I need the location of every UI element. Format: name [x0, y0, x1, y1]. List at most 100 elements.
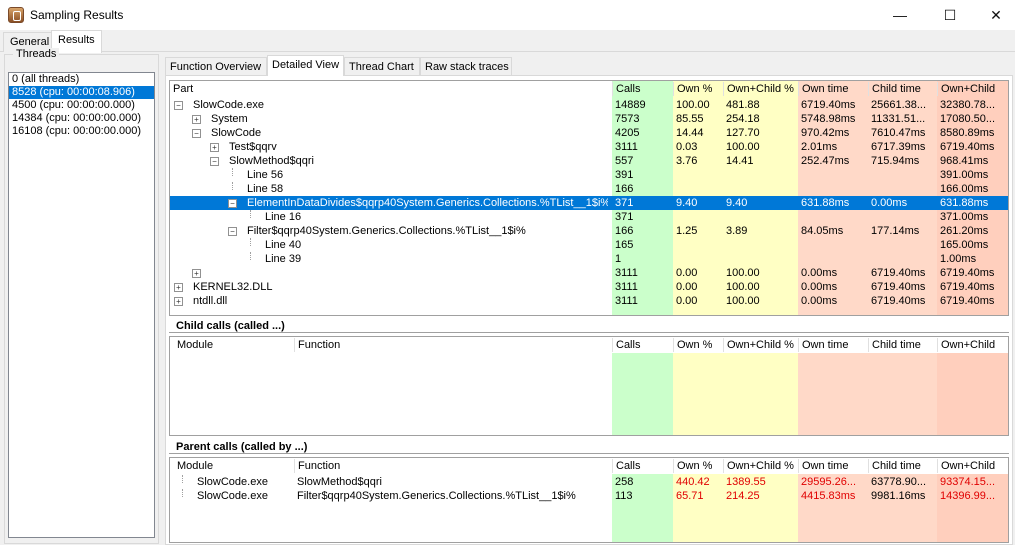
- call-tree-grid[interactable]: Part Calls Own % Own+Child % Own time Ch…: [169, 80, 1009, 316]
- tree-row[interactable]: Line 58 166 166.00ms: [170, 182, 1008, 196]
- tab-thread-chart[interactable]: Thread Chart: [344, 57, 420, 76]
- tree-label: [208, 266, 608, 280]
- own-child-cell: 631.88ms: [940, 197, 989, 209]
- header-own-child[interactable]: Own+Child: [937, 459, 995, 473]
- own-child-cell: 391.00ms: [940, 169, 989, 181]
- function-cell: SlowMethod$qqri: [297, 476, 382, 488]
- minimize-button[interactable]: —: [893, 7, 907, 23]
- own-child-cell: 166.00ms: [940, 183, 989, 195]
- header-own-time[interactable]: Own time: [798, 459, 848, 473]
- parent-calls-title: Parent calls (called by ...): [176, 441, 308, 453]
- collapse-icon[interactable]: −: [228, 199, 237, 208]
- thread-item[interactable]: 16108 (cpu: 00:00:00.000): [12, 125, 142, 137]
- tab-results[interactable]: Results: [51, 30, 102, 53]
- header-own-pct[interactable]: Own %: [673, 338, 712, 352]
- header-child-time[interactable]: Child time: [868, 82, 921, 96]
- header-calls[interactable]: Calls: [612, 338, 640, 352]
- tree-connector: [250, 238, 251, 246]
- parent-call-row[interactable]: SlowCode.exe Filter$qqrp40System.Generics…: [170, 489, 1008, 503]
- thread-item[interactable]: 14384 (cpu: 00:00:00.000): [12, 112, 142, 124]
- own-pct-cell: 65.71: [676, 490, 704, 502]
- tree-row[interactable]: + ntdll.dll 3111 0.00 100.00 0.00ms 6719.40ms 6…: [170, 294, 1008, 308]
- thread-item[interactable]: 8528 (cpu: 00:00:08.906): [9, 86, 154, 99]
- own-time-cell: [798, 182, 801, 196]
- calls-cell: 3111: [615, 267, 638, 279]
- header-part[interactable]: Part: [173, 83, 194, 95]
- header-own-time[interactable]: Own time: [798, 338, 848, 352]
- child-time-cell: 63778.90...: [871, 476, 927, 488]
- tree-row[interactable]: − SlowCode.exe 14889 100.00 481.88 6719.40ms 2…: [170, 98, 1008, 112]
- collapse-icon[interactable]: −: [228, 227, 237, 236]
- header-own-child-pct[interactable]: Own+Child %: [723, 82, 794, 96]
- own-time-cell: 0.00ms: [801, 281, 838, 293]
- tree-connector: [182, 475, 183, 483]
- own-child-pct-cell: 214.25: [726, 490, 760, 502]
- child-calls-header: Module Function Calls Own % Own+Child % …: [170, 337, 1008, 353]
- header-own-child[interactable]: Own+Child: [937, 82, 995, 96]
- own-child-column-bg: [937, 337, 1008, 435]
- header-own-child-pct[interactable]: Own+Child %: [723, 338, 794, 352]
- maximize-button[interactable]: ☐: [943, 6, 957, 23]
- tree-row[interactable]: Line 39 1 1.00ms: [170, 252, 1008, 266]
- header-function[interactable]: Function: [294, 459, 340, 473]
- tab-detailed-view[interactable]: Detailed View: [267, 55, 344, 76]
- own-child-cell: 6719.40ms: [940, 295, 995, 307]
- tab-raw-stack-traces[interactable]: Raw stack traces: [420, 57, 512, 76]
- tree-row[interactable]: − SlowMethod$qqri 557 3.76 14.41 252.47ms 715.…: [170, 154, 1008, 168]
- collapse-icon[interactable]: −: [174, 101, 183, 110]
- child-calls-grid[interactable]: Module Function Calls Own % Own+Child % …: [169, 336, 1009, 436]
- header-module[interactable]: Module: [177, 339, 214, 351]
- expand-icon[interactable]: +: [192, 269, 201, 278]
- expand-icon[interactable]: +: [174, 283, 183, 292]
- tree-row[interactable]: − ElementInDataDivides$qqrp40System.Gener…: [170, 196, 1008, 210]
- parent-call-row[interactable]: SlowCode.exe SlowMethod$qqri 258 440.42 1389…: [170, 475, 1008, 489]
- header-function[interactable]: Function: [294, 338, 340, 352]
- tree-label: Line 39: [265, 253, 302, 265]
- window-title: Sampling Results: [30, 8, 124, 22]
- header-own-time[interactable]: Own time: [798, 82, 848, 96]
- tree-row[interactable]: + Test$qqrv 3111 0.03 100.00 2.01ms 6717.39ms 6…: [170, 140, 1008, 154]
- tree-row[interactable]: + System 7573 85.55 254.18 5748.98ms 11331.51.…: [170, 112, 1008, 126]
- header-calls[interactable]: Calls: [612, 82, 640, 96]
- tree-row[interactable]: +3111 0.00 100.00 0.00ms 6719.40ms 6719.40ms: [170, 266, 1008, 280]
- thread-item[interactable]: 4500 (cpu: 00:00:00.000): [12, 99, 135, 111]
- tree-row[interactable]: − SlowCode 4205 14.44 127.70 970.42ms 7610.47m…: [170, 126, 1008, 140]
- header-own-child-pct[interactable]: Own+Child %: [723, 459, 794, 473]
- tab-function-overview[interactable]: Function Overview: [165, 57, 267, 76]
- header-child-time[interactable]: Child time: [868, 338, 921, 352]
- tree-row[interactable]: − Filter$qqrp40System.Generics.Collection…: [170, 224, 1008, 238]
- tree-label: Test$qqrv: [229, 141, 277, 153]
- child-time-cell: [868, 210, 871, 224]
- thread-item[interactable]: 0 (all threads): [12, 73, 80, 85]
- own-child-cell: 371.00ms: [940, 211, 989, 223]
- header-child-time[interactable]: Child time: [868, 459, 921, 473]
- expand-icon[interactable]: +: [210, 143, 219, 152]
- tree-row[interactable]: Line 40 165 165.00ms: [170, 238, 1008, 252]
- own-child-cell: 17080.50...: [940, 113, 996, 125]
- expand-icon[interactable]: +: [174, 297, 183, 306]
- parent-calls-grid[interactable]: Module Function Calls Own % Own+Child % …: [169, 457, 1009, 543]
- tree-row[interactable]: Line 56 391 391.00ms: [170, 168, 1008, 182]
- threads-list[interactable]: 0 (all threads) 8528 (cpu: 00:00:08.906) 4…: [8, 72, 155, 538]
- calls-cell: 1: [615, 253, 622, 265]
- header-own-pct[interactable]: Own %: [673, 82, 712, 96]
- own-child-pct-cell: 481.88: [726, 99, 760, 111]
- own-time-cell: 252.47ms: [801, 155, 850, 167]
- tree-row[interactable]: Line 16 371 371.00ms: [170, 210, 1008, 224]
- header-own-child[interactable]: Own+Child: [937, 338, 995, 352]
- calls-cell: 3111: [615, 281, 638, 293]
- own-child-pct-cell: 9.40: [726, 197, 748, 209]
- collapse-icon[interactable]: −: [210, 157, 219, 166]
- own-child-pct-cell: 100.00: [726, 141, 760, 153]
- calls-cell: 258: [615, 476, 634, 488]
- child-time-cell: [868, 168, 871, 182]
- expand-icon[interactable]: +: [192, 115, 201, 124]
- own-pct-cell: [673, 168, 676, 182]
- header-own-pct[interactable]: Own %: [673, 459, 712, 473]
- collapse-icon[interactable]: −: [192, 129, 201, 138]
- tree-label: Line 16: [265, 211, 302, 223]
- close-button[interactable]: ✕: [990, 6, 1002, 23]
- tree-row[interactable]: + KERNEL32.DLL 3111 0.00 100.00 0.00ms 6719.40…: [170, 280, 1008, 294]
- header-module[interactable]: Module: [177, 460, 214, 472]
- header-calls[interactable]: Calls: [612, 459, 640, 473]
